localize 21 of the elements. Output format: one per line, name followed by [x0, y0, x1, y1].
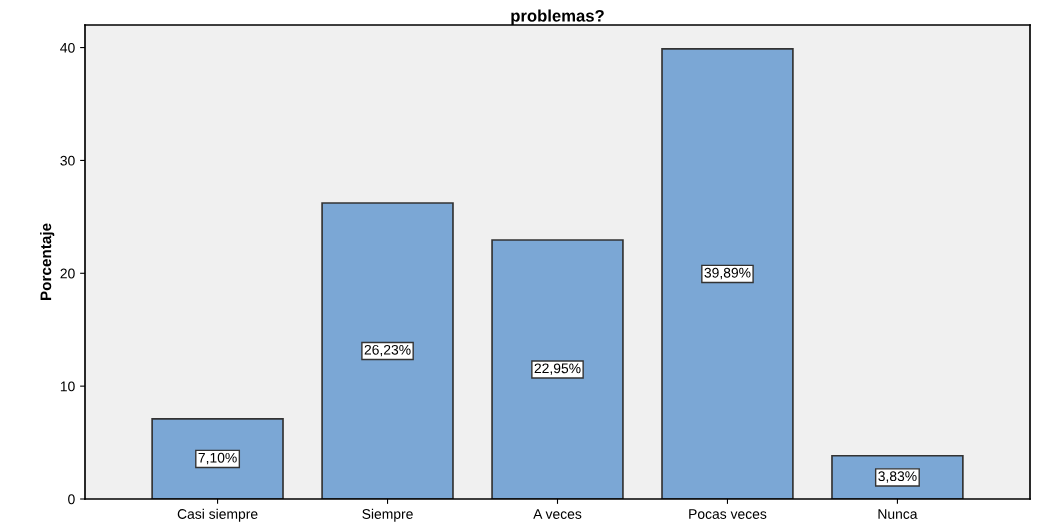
data-label: 26,23% — [364, 344, 411, 357]
x-tick-label: Casi siempre — [177, 508, 258, 522]
data-label: 22,95% — [534, 363, 581, 375]
y-tick-label: 0 — [68, 494, 75, 505]
bar — [151, 418, 284, 499]
x-tick-label: Nunca — [878, 509, 918, 519]
x-tick-label: Pocas veces — [689, 509, 767, 519]
data-label: 3,83% — [878, 471, 917, 483]
data-label: 7,10% — [198, 452, 237, 465]
bar — [661, 47, 794, 499]
x-tick-label: A veces — [533, 509, 582, 519]
chart-title: problemas? — [511, 9, 604, 25]
y-tick-label: 10 — [60, 381, 75, 392]
bar — [491, 239, 624, 499]
bar — [321, 202, 454, 499]
data-label: 39,89% — [704, 267, 751, 280]
y-tick-label: 20 — [60, 268, 75, 279]
y-tick-label: 30 — [60, 155, 75, 166]
x-tick-label: Siempre — [362, 508, 413, 522]
y-tick-label: 40 — [60, 42, 75, 53]
y-axis-title: Porcentaje — [40, 223, 55, 301]
